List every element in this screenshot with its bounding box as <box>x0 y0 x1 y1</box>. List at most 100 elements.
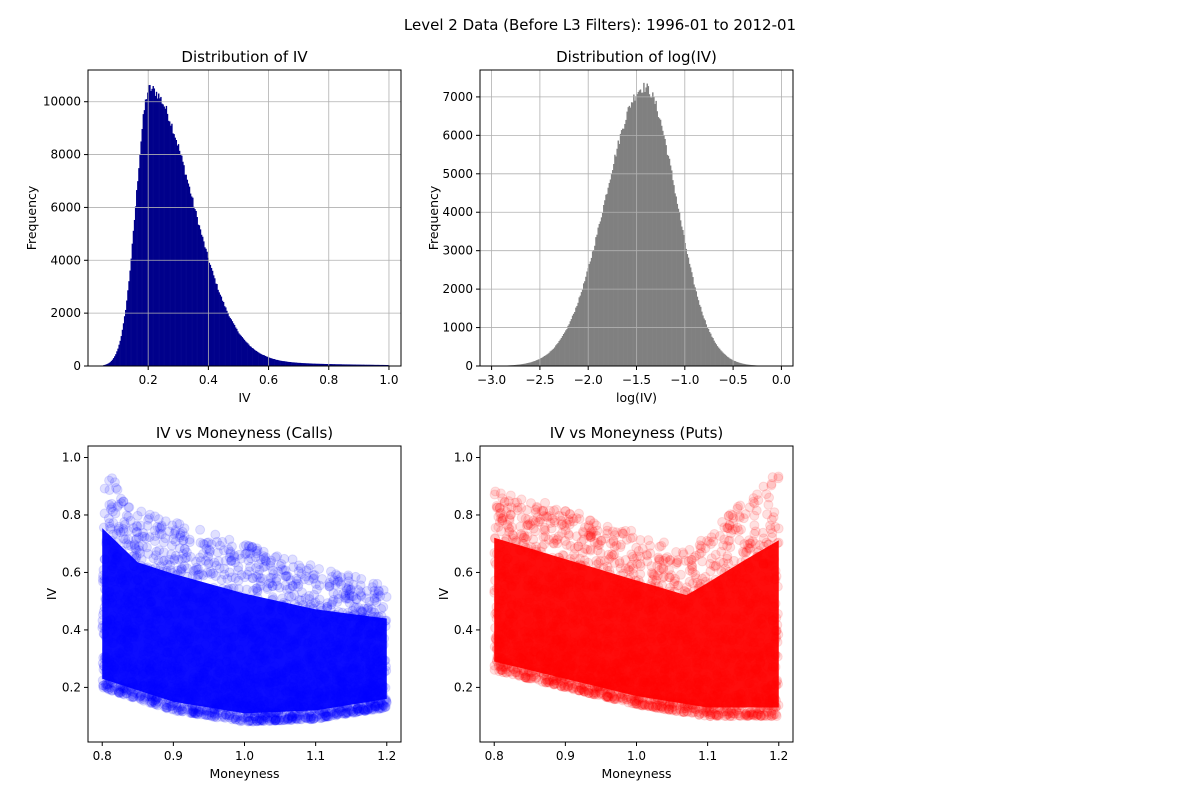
histogram-bar <box>299 362 302 366</box>
histogram-bar <box>635 96 637 366</box>
scatter-point <box>203 551 214 562</box>
scatter-point <box>214 563 225 574</box>
scatter-point <box>287 581 298 592</box>
histogram-bar <box>525 363 527 366</box>
y-tick-label: 4000 <box>442 205 473 219</box>
histogram-bar <box>703 318 705 366</box>
histogram-bar <box>622 128 624 366</box>
scatter-point <box>303 575 314 586</box>
histogram-bar <box>205 248 207 366</box>
scatter-point <box>224 567 235 578</box>
scatter-point <box>194 552 205 563</box>
histogram-bar <box>327 364 329 366</box>
histogram-bar <box>636 94 638 366</box>
histogram-bar <box>716 346 719 366</box>
histogram-bar <box>193 206 195 366</box>
scatter-point <box>138 695 149 706</box>
scatter-point <box>350 602 361 613</box>
scatter-point <box>348 707 359 718</box>
scatter-point <box>250 713 261 724</box>
histogram-bar <box>161 103 163 366</box>
histogram-bar <box>105 364 107 366</box>
histogram-bar <box>706 327 709 366</box>
scatter-point <box>265 557 276 568</box>
histogram-bar <box>147 92 149 367</box>
histogram-bar <box>637 91 640 366</box>
iv-histogram-panel: 0.2 0.4 0.6 0.8 1.00200040006000800010000Dis… <box>24 48 402 405</box>
scatter-point <box>230 714 241 725</box>
histogram-bar <box>277 360 280 366</box>
histogram-bar <box>366 364 369 366</box>
scatter-point <box>356 574 367 585</box>
histogram-bar <box>519 364 521 366</box>
scatter-point <box>201 709 212 720</box>
histogram-bar <box>164 108 167 367</box>
histogram-bar <box>255 350 258 366</box>
scatter-point <box>228 713 239 724</box>
histogram-bar <box>308 363 311 366</box>
histogram-bar <box>639 89 642 366</box>
histogram-bar <box>254 350 257 366</box>
scatter-point <box>152 696 163 707</box>
scatter-point <box>160 702 171 713</box>
histogram-bar <box>138 168 140 366</box>
y-tick-label: 0.6 <box>62 565 81 579</box>
histogram-bar <box>658 118 661 366</box>
histogram-bar <box>624 123 626 366</box>
scatter-point <box>168 703 179 714</box>
histogram-bar <box>634 100 636 366</box>
scatter-point <box>162 559 173 570</box>
scatter-point <box>362 585 373 596</box>
histogram-bar <box>300 363 303 366</box>
scatter-point <box>343 572 354 583</box>
scatter-point <box>373 586 384 597</box>
histogram-bar <box>371 364 373 366</box>
histogram-bar <box>655 100 657 366</box>
histogram-bar <box>540 358 543 366</box>
scatter-point <box>276 715 287 726</box>
histogram-bar <box>737 362 740 366</box>
histogram-bar <box>599 221 602 366</box>
scatter-point <box>247 716 258 727</box>
histogram-bar <box>645 87 647 367</box>
x-tick-label: 0.9 <box>164 749 183 763</box>
scatter-point <box>233 562 244 573</box>
histogram-bar <box>346 364 348 366</box>
scatter-point <box>148 553 159 564</box>
histogram-bar <box>360 364 362 366</box>
scatter-point <box>371 592 382 603</box>
histogram-bar <box>162 104 164 367</box>
histogram-bar <box>667 155 670 366</box>
histogram-bar <box>552 348 555 366</box>
scatter-point <box>359 603 370 614</box>
scatter-point <box>195 524 206 535</box>
histogram-bar <box>304 363 306 366</box>
histogram-bar <box>182 161 184 366</box>
histogram-bar <box>574 311 576 366</box>
histogram-bar <box>629 107 632 366</box>
y-axis-label: IV <box>44 587 59 600</box>
scatter-point <box>251 583 262 594</box>
histogram-bar <box>266 356 269 366</box>
histogram-bar <box>647 86 650 367</box>
histogram-bar <box>562 333 565 366</box>
histogram-bar <box>734 361 737 366</box>
histogram-bar <box>580 292 583 366</box>
scatter-point <box>100 681 111 692</box>
scatter-point <box>378 602 389 613</box>
histogram-bar <box>196 217 198 366</box>
histogram-bar <box>549 351 551 366</box>
histogram-bar <box>288 361 291 366</box>
scatter-point <box>165 701 176 712</box>
histogram-bar <box>237 331 239 366</box>
scatter-point <box>195 707 206 718</box>
histogram-bar <box>736 362 739 366</box>
histogram-bar <box>128 281 130 366</box>
y-tick-label: 0.2 <box>62 680 81 694</box>
histogram-bar <box>567 325 569 366</box>
histogram-bar <box>313 363 315 366</box>
scatter-point <box>320 711 331 722</box>
histogram-bar <box>239 334 241 366</box>
histogram-bar <box>191 196 193 366</box>
scatter-point <box>241 584 252 595</box>
